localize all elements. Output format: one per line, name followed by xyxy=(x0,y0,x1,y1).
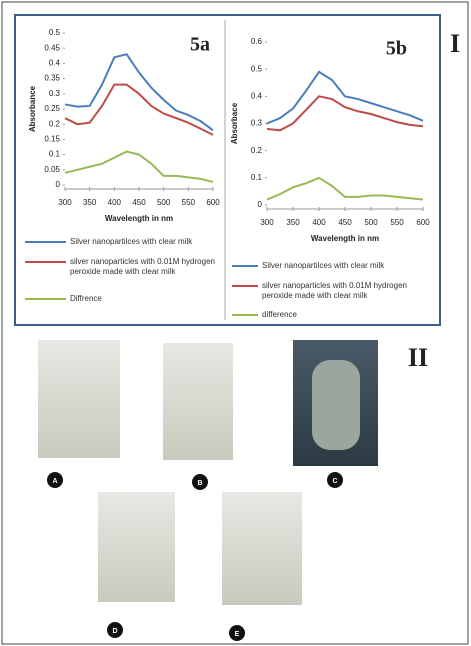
panel-label: II xyxy=(408,343,428,372)
legend-label: Silver nanopartilces with clear milk xyxy=(70,237,218,247)
y-tick-label: 0.3 xyxy=(251,119,263,128)
y-tick-label: 0.5 xyxy=(251,64,263,73)
photo-label: B xyxy=(197,480,202,487)
photo-label: A xyxy=(52,478,57,485)
y-tick-label: 0.2 xyxy=(49,119,61,128)
x-tick-label: 600 xyxy=(416,218,430,227)
legend-label: silver nanoparticles with 0.01M hydrogen… xyxy=(262,281,430,301)
y-axis-label: Absorbance xyxy=(28,85,37,132)
x-tick-label: 550 xyxy=(390,218,404,227)
x-tick-label: 300 xyxy=(260,218,274,227)
y-tick-label: 0.5 xyxy=(49,28,61,37)
photo-label: C xyxy=(332,478,337,485)
photo xyxy=(222,492,302,605)
legend-label: difference xyxy=(262,310,430,320)
y-tick-label: 0.25 xyxy=(44,104,60,113)
x-tick-label: 350 xyxy=(286,218,300,227)
series-line xyxy=(65,85,213,135)
chart-title: 5a xyxy=(190,34,210,56)
y-tick-label: 0.2 xyxy=(251,146,263,155)
y-tick-label: 0.15 xyxy=(44,135,60,144)
y-tick-label: 0.3 xyxy=(49,89,61,98)
x-tick-label: 500 xyxy=(157,198,171,207)
x-tick-label: 350 xyxy=(83,198,97,207)
y-tick-label: 0.35 xyxy=(44,74,60,83)
photo xyxy=(163,343,233,460)
x-tick-label: 450 xyxy=(132,198,146,207)
x-tick-label: 300 xyxy=(58,198,72,207)
y-tick-label: 0.1 xyxy=(49,150,61,159)
y-tick-label: 0.4 xyxy=(49,59,61,68)
x-tick-label: 450 xyxy=(338,218,352,227)
y-tick-label: 0.1 xyxy=(251,173,263,182)
legend-label: Diffrence xyxy=(70,294,218,304)
y-tick-label: 0 xyxy=(56,180,61,189)
series-line xyxy=(267,72,423,124)
photo xyxy=(98,492,175,602)
legend-label: Silver nanopartilces with clear milk xyxy=(262,261,430,271)
panel-label: I xyxy=(450,29,460,58)
y-tick-label: 0.6 xyxy=(251,37,263,46)
series-line xyxy=(65,152,213,182)
x-tick-label: 400 xyxy=(108,198,122,207)
series-line xyxy=(267,178,423,200)
y-tick-label: 0.05 xyxy=(44,165,60,174)
chart-title: 5b xyxy=(386,38,407,60)
photo-label: E xyxy=(235,631,240,638)
series-line xyxy=(267,96,423,130)
photo-tube xyxy=(312,360,360,450)
x-tick-label: 600 xyxy=(206,198,220,207)
photo-label: D xyxy=(112,628,117,635)
canvas: I II 5a00.050.10.150.20.250.30.350.40.45… xyxy=(0,0,471,646)
figure: I II 5a00.050.10.150.20.250.30.350.40.45… xyxy=(0,0,471,646)
legend-label: silver nanoparticles with 0.01M hydrogen… xyxy=(70,257,218,277)
x-tick-label: 550 xyxy=(182,198,196,207)
y-tick-label: 0.45 xyxy=(44,43,60,52)
x-tick-label: 400 xyxy=(312,218,326,227)
y-tick-label: 0 xyxy=(258,200,263,209)
x-tick-label: 500 xyxy=(364,218,378,227)
y-tick-label: 0.4 xyxy=(251,91,263,100)
photo xyxy=(38,340,120,458)
y-axis-label: Absorbace xyxy=(230,102,239,144)
x-axis-label: Wavelength in nm xyxy=(105,214,173,223)
x-axis-label: Wavelength in nm xyxy=(311,234,379,243)
series-line xyxy=(65,54,213,130)
